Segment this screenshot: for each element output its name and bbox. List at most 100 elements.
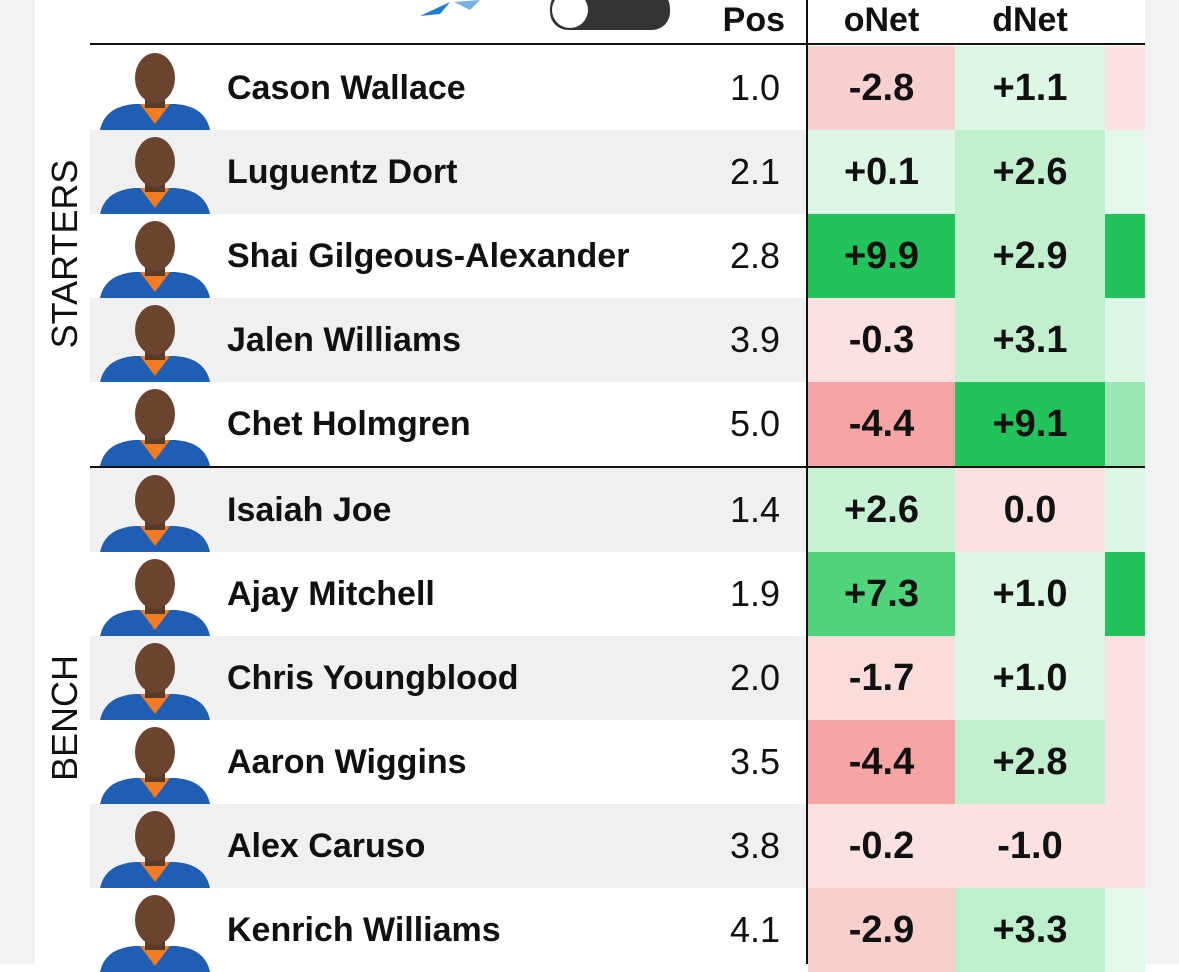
dnet-cell: +2.8 <box>955 720 1105 804</box>
headshot <box>100 727 210 804</box>
group-label: BENCH <box>44 654 85 782</box>
headshot <box>100 811 210 888</box>
player-name: Chris Youngblood <box>227 659 519 697</box>
onet-cell: -2.8 <box>808 46 955 130</box>
onet-cell: -2.9 <box>808 888 955 972</box>
player-name: Luguentz Dort <box>227 153 458 191</box>
player-photo <box>95 468 215 552</box>
player-photo <box>95 552 215 636</box>
player-name: Kenrich Williams <box>227 911 501 949</box>
headshot <box>100 389 210 466</box>
player-photo <box>95 46 215 130</box>
dnet-cell: +1.1 <box>955 46 1105 130</box>
headshot <box>100 221 210 298</box>
player-photo <box>95 636 215 720</box>
row-bg <box>90 888 806 972</box>
player-photo <box>95 298 215 382</box>
row-bg <box>90 214 806 298</box>
headshot <box>100 895 210 972</box>
dnet-cell: +1.0 <box>955 552 1105 636</box>
next-cell <box>1105 636 1145 720</box>
onet-cell: -1.7 <box>808 636 955 720</box>
row-bg <box>90 720 806 804</box>
next-cell <box>1105 298 1145 382</box>
column-header: Pos <box>722 1 785 39</box>
position: 2.8 <box>729 235 780 276</box>
column-header: dNet <box>992 1 1068 39</box>
onet-cell: -4.4 <box>808 382 955 466</box>
next-cell <box>1105 468 1145 552</box>
player-name: Alex Caruso <box>227 827 426 865</box>
row-bg <box>90 636 806 720</box>
onet-cell: -0.3 <box>808 298 955 382</box>
position: 2.1 <box>729 151 780 192</box>
group-rule <box>90 466 1145 468</box>
player-name: Jalen Williams <box>227 321 462 359</box>
onet-cell: +2.6 <box>808 468 955 552</box>
headshot <box>100 53 210 130</box>
next-cell <box>1105 46 1145 130</box>
dnet-cell: 0.0 <box>955 468 1105 552</box>
group-label: STARTERS <box>44 159 85 349</box>
player-name: Aaron Wiggins <box>227 743 467 781</box>
position: 1.9 <box>729 573 780 614</box>
next-cell <box>1105 130 1145 214</box>
row-bg <box>90 130 806 214</box>
onet-cell: +7.3 <box>808 552 955 636</box>
toggle-knob <box>552 0 588 28</box>
dnet-cell: +3.1 <box>955 298 1105 382</box>
right-margin <box>1145 0 1179 964</box>
dnet-cell: +3.3 <box>955 888 1105 972</box>
left-margin <box>0 0 35 964</box>
row-bg <box>90 804 806 888</box>
dnet-cell: +1.0 <box>955 636 1105 720</box>
player-name: Shai Gilgeous-Alexander <box>227 237 630 275</box>
headshot <box>100 643 210 720</box>
player-photo <box>95 720 215 804</box>
position: 3.9 <box>729 319 780 360</box>
dnet-cell: +9.1 <box>955 382 1105 466</box>
position: 3.8 <box>729 825 780 866</box>
player-photo <box>95 130 215 214</box>
next-cell <box>1105 804 1145 888</box>
headshot <box>100 559 210 636</box>
player-name: Ajay Mitchell <box>227 575 435 613</box>
column-header: oNet <box>843 1 920 39</box>
onet-cell: -4.4 <box>808 720 955 804</box>
onet-cell: +0.1 <box>808 130 955 214</box>
next-cell <box>1105 888 1145 972</box>
team-logo <box>420 0 480 16</box>
next-cell <box>1105 214 1145 298</box>
row-bg <box>90 46 806 130</box>
player-photo <box>95 888 215 972</box>
headshot <box>100 475 210 552</box>
row-bg <box>90 382 806 466</box>
next-cell <box>1105 720 1145 804</box>
player-photo <box>95 382 215 466</box>
position: 1.0 <box>729 67 780 108</box>
toggle[interactable] <box>550 0 670 30</box>
player-name: Chet Holmgren <box>227 405 471 443</box>
player-photo <box>95 804 215 888</box>
header-rule <box>90 43 1145 45</box>
player-photo <box>95 214 215 298</box>
dnet-cell: +2.6 <box>955 130 1105 214</box>
player-name: Cason Wallace <box>227 69 466 107</box>
position: 4.1 <box>729 909 780 950</box>
row-bg <box>90 468 806 552</box>
position: 3.5 <box>729 741 780 782</box>
next-cell <box>1105 382 1145 466</box>
column-divider <box>806 0 808 964</box>
headshot <box>100 305 210 382</box>
dnet-cell: +2.9 <box>955 214 1105 298</box>
onet-cell: -0.2 <box>808 804 955 888</box>
headshot <box>100 137 210 214</box>
position: 2.0 <box>729 657 780 698</box>
player-name: Isaiah Joe <box>227 491 392 529</box>
onet-cell: +9.9 <box>808 214 955 298</box>
next-cell <box>1105 552 1145 636</box>
dnet-cell: -1.0 <box>955 804 1105 888</box>
row-bg <box>90 298 806 382</box>
position: 5.0 <box>729 403 780 444</box>
